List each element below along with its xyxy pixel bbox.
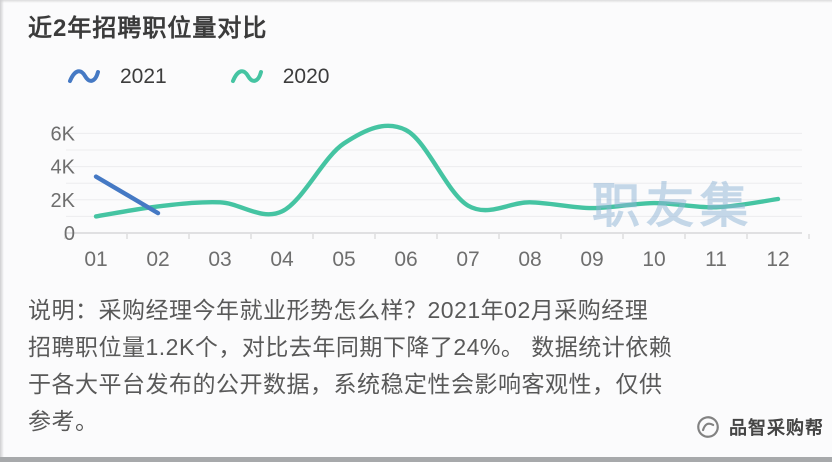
x-tick-label: 08 (518, 248, 541, 271)
x-tick-label: 09 (580, 248, 603, 271)
x-tick-label: 07 (456, 248, 479, 271)
legend-label-2020: 2020 (282, 65, 330, 88)
x-tick-label: 02 (146, 248, 169, 271)
y-tick-label: 0 (64, 223, 75, 245)
legend-item-2021[interactable]: 2021 (66, 64, 167, 90)
x-tick-label: 10 (642, 248, 665, 271)
brand-footer: 品智采购帮 (695, 414, 824, 440)
brand-logo-icon (697, 416, 719, 438)
description-line: 于各大平台发布的公开数据，系统稳定性会影响客观性，仅供 (28, 371, 663, 397)
series-line-2021 (93, 174, 161, 216)
page-title: 近2年招聘职位量对比 (28, 15, 268, 42)
y-tick-label: 2K (51, 190, 76, 212)
page-edge-top (0, 0, 832, 3)
chart-legend: 2021 2020 (66, 64, 329, 90)
y-tick-label: 6K (51, 123, 76, 145)
series-line-2020 (93, 123, 781, 219)
page-edge-bottom (0, 457, 832, 462)
line-series-icon-2020 (230, 69, 263, 83)
x-tick-label: 03 (208, 248, 231, 271)
description-text: 说明：采购经理今年就业形势怎么样？2021年02月采购经理 招聘职位量1.2K个… (28, 292, 672, 440)
legend-item-2020[interactable]: 2020 (229, 64, 330, 90)
line-series-icon-2021 (68, 69, 100, 83)
x-tick-label: 06 (394, 248, 417, 271)
x-tick-label: 11 (705, 248, 727, 271)
x-tick-label: 12 (766, 248, 789, 271)
x-tick-label: 01 (84, 248, 107, 271)
description-line: 参考。 (28, 408, 99, 434)
page-edge-left (0, 0, 4, 462)
x-tick-label: 04 (270, 248, 294, 271)
y-tick-label: 4K (51, 157, 76, 179)
description-line: 说明：采购经理今年就业形势怎么样？2021年02月采购经理 (28, 297, 649, 323)
legend-label-2021: 2021 (120, 65, 167, 88)
brand-name: 品智采购帮 (729, 418, 824, 438)
description-line: 招聘职位量1.2K个，对比去年同期下降了24%。 数据统计依赖 (28, 334, 673, 360)
x-tick-label: 05 (332, 248, 355, 271)
